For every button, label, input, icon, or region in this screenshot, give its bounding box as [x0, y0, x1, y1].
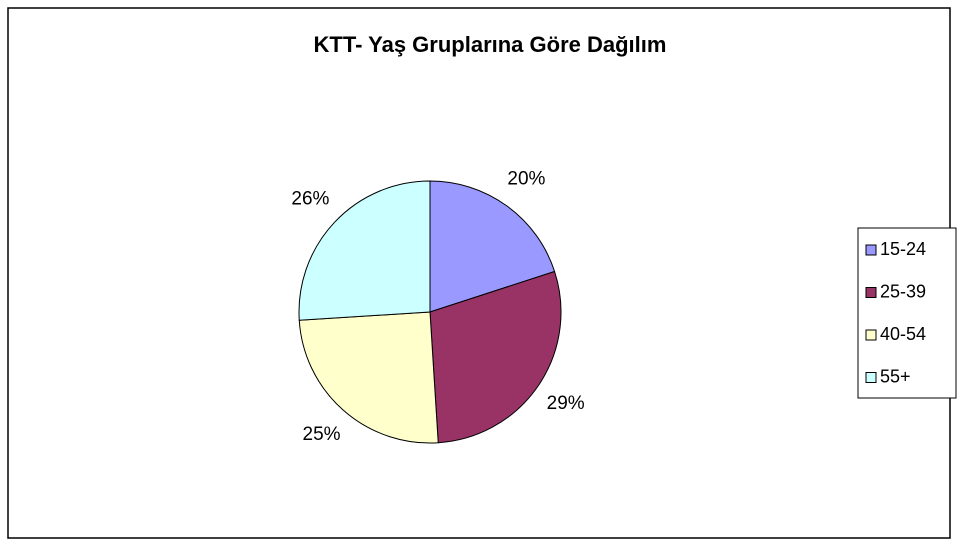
legend-label: 25-39: [880, 281, 926, 301]
data-label: 26%: [291, 189, 329, 210]
pie-slice: [298, 180, 431, 321]
legend-label: 15-24: [880, 239, 926, 259]
pie-slice: [429, 270, 562, 444]
pie-slice: [429, 180, 556, 313]
legend-swatch: [865, 287, 877, 298]
data-label: 29%: [547, 393, 585, 414]
legend-swatch: [865, 244, 877, 256]
legend-label: 55+: [880, 366, 911, 386]
legend-swatch: [865, 372, 877, 383]
chart-title: KTT- Yaş Gruplarına Göre Dağılım: [314, 32, 667, 57]
legend-box: [857, 227, 957, 399]
legend-swatch: [865, 329, 877, 341]
legend-label: 40-54: [880, 324, 926, 344]
pie-slice: [298, 311, 439, 444]
data-label: 20%: [507, 168, 545, 189]
data-label: 25%: [303, 424, 341, 445]
